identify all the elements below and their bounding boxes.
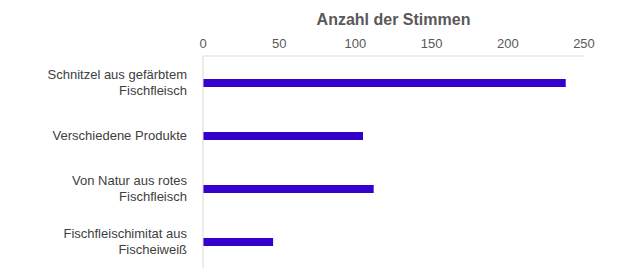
html-text:Anzahl der Stimmen: Anzahl der Stimmen [316,11,471,28]
svg-text:Von Natur aus rotesFischfleisc: Von Natur aus rotesFischfleisch [72,173,187,204]
svg-text:Verschiedene Produkte: Verschiedene Produkte [53,128,187,143]
svg-text:250: 250 [573,36,595,51]
svg-text:50: 50 [272,36,286,51]
svg-text:150: 150 [421,36,443,51]
svg-text:Fischfleischimitat ausFischeiw: Fischfleischimitat ausFischeiweiß [63,226,187,257]
svg-text:Schnitzel aus gefärbtemFischfl: Schnitzel aus gefärbtemFischfleisch [48,67,187,98]
svg-text:0: 0 [199,36,206,51]
svg-text:200: 200 [497,36,519,51]
svg-text:100: 100 [345,36,367,51]
